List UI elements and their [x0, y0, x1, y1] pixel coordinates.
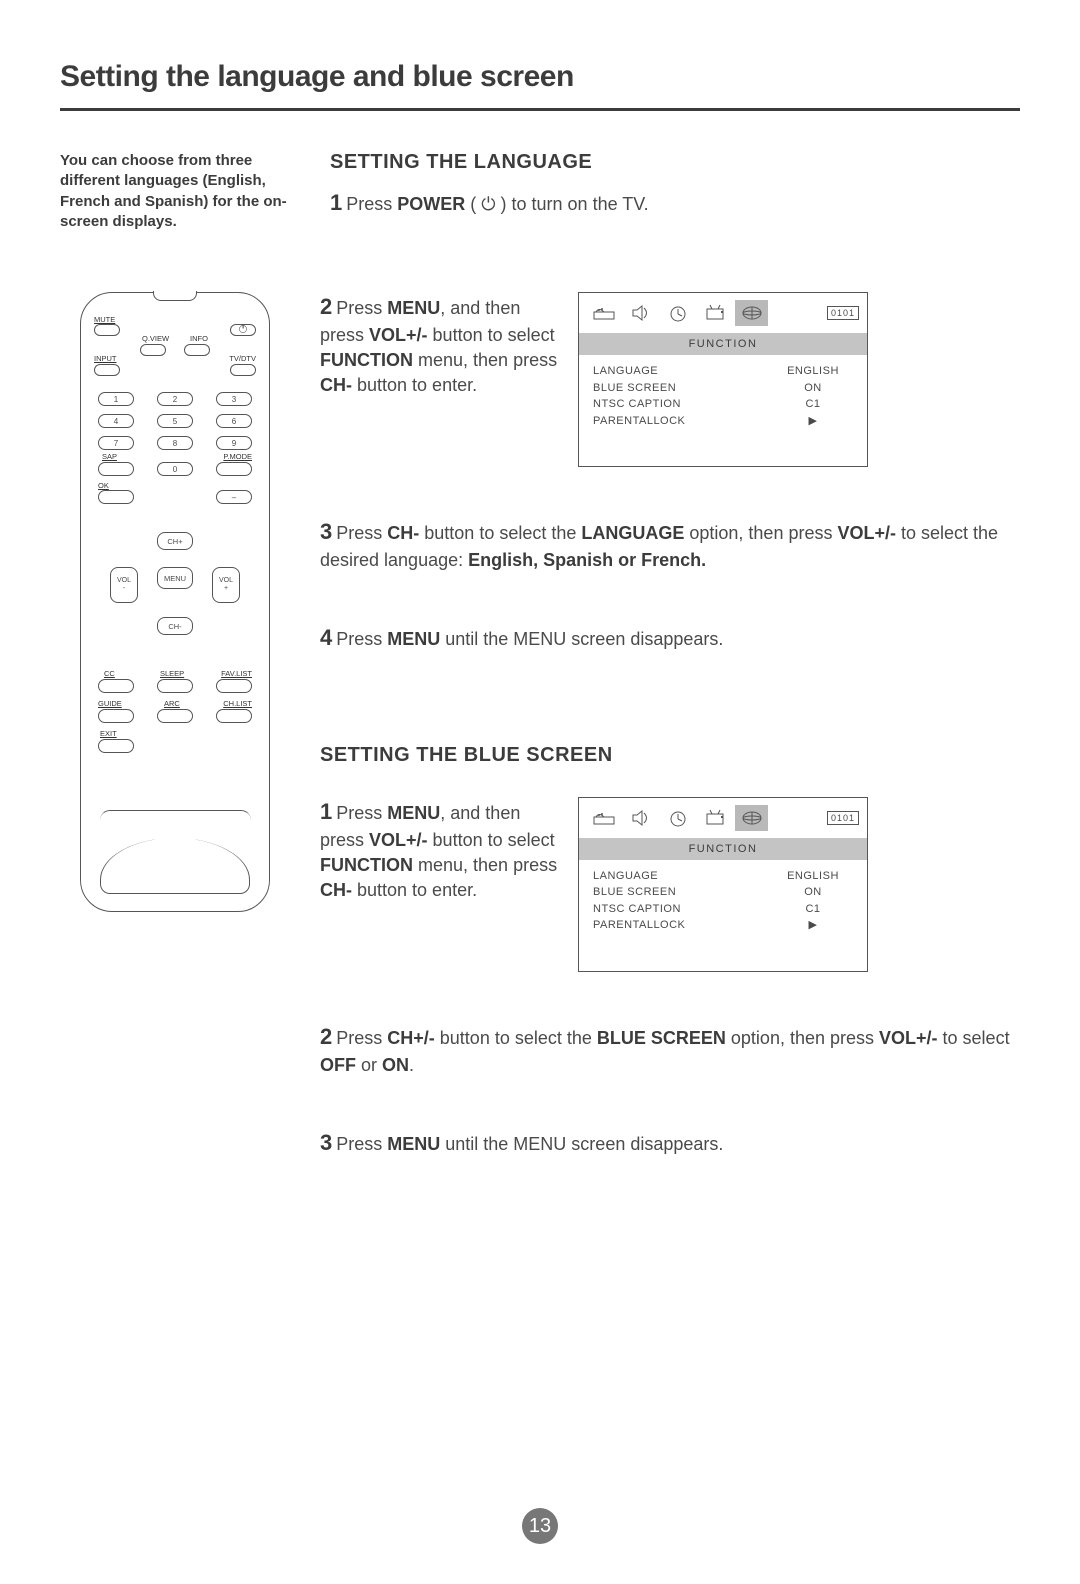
- osd-row-parental: PARENTALLOCK▶: [593, 917, 853, 934]
- osd-function-menu-1: 0101 FUNCTION LANGUAGEENGLISH BLUE SCREE…: [578, 292, 868, 467]
- osd-row-ntsc: NTSC CAPTIONC1: [593, 901, 853, 918]
- osd-row-bluescreen: BLUE SCREENON: [593, 884, 853, 901]
- lang-step-2: 2Press MENU, and then press VOL+/- butto…: [320, 292, 560, 398]
- osd-sound-icon: [624, 300, 657, 326]
- blue-step-1: 1Press MENU, and then press VOL+/- butto…: [320, 797, 560, 903]
- lang-step-4: 4Press MENU until the MENU screen disapp…: [320, 623, 1020, 654]
- page-title: Setting the language and blue screen: [60, 60, 1020, 94]
- osd-row-parental: PARENTALLOCK▶: [593, 413, 853, 430]
- lang-heading: SETTING THE LANGUAGE: [330, 151, 1020, 174]
- blue-heading: SETTING THE BLUE SCREEN: [320, 744, 1020, 767]
- osd-code: 0101: [827, 811, 859, 825]
- osd-function-icon: [735, 805, 768, 831]
- blue-step-3: 3Press MENU until the MENU screen disapp…: [320, 1128, 1020, 1159]
- lang-step-1: 1Press POWER ( ⏻ ) to turn on the TV.: [330, 188, 1020, 219]
- osd-timer-icon: [661, 805, 694, 831]
- intro-text: You can choose from three different lang…: [60, 151, 310, 232]
- osd-picture-icon: [587, 300, 620, 326]
- osd-function-icon: [735, 300, 768, 326]
- osd-row-language: LANGUAGEENGLISH: [593, 363, 853, 380]
- osd-row-ntsc: NTSC CAPTIONC1: [593, 396, 853, 413]
- lang-step-3: 3Press CH- button to select the LANGUAGE…: [320, 517, 1020, 573]
- osd-code: 0101: [827, 306, 859, 320]
- page-number: 13: [522, 1508, 558, 1544]
- osd-title-bar: FUNCTION: [579, 333, 867, 355]
- power-icon: [239, 325, 247, 333]
- osd-tv-icon: [698, 805, 731, 831]
- osd-timer-icon: [661, 300, 694, 326]
- blue-step-2: 2Press CH+/- button to select the BLUE S…: [320, 1022, 1020, 1078]
- osd-title-bar: FUNCTION: [579, 838, 867, 860]
- osd-sound-icon: [624, 805, 657, 831]
- osd-function-menu-2: 0101 FUNCTION LANGUAGEENGLISH BLUE SCREE…: [578, 797, 868, 972]
- osd-row-bluescreen: BLUE SCREENON: [593, 380, 853, 397]
- title-rule: [60, 108, 1020, 111]
- osd-tv-icon: [698, 300, 731, 326]
- osd-picture-icon: [587, 805, 620, 831]
- remote-control-diagram: MUTE Q.VIEW INFO INPUT TV/DTV 1 2 3 4 5: [80, 292, 270, 912]
- osd-row-language: LANGUAGEENGLISH: [593, 868, 853, 885]
